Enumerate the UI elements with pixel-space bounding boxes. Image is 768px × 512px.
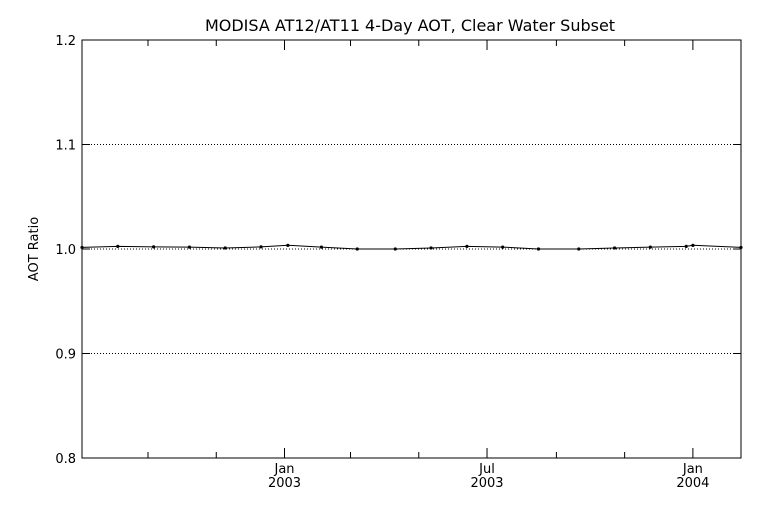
y-tick-label-0: 0.8 — [55, 452, 76, 467]
data-point-6 — [286, 243, 290, 247]
chart-title: MODISA AT12/AT11 4-Day AOT, Clear Water … — [205, 16, 615, 35]
data-point-4 — [223, 246, 227, 250]
x-tick-year-0: 2003 — [268, 476, 301, 491]
data-point-11 — [465, 244, 469, 248]
y-ticks: 0.8 0.9 1.0 1.1 1.2 — [55, 34, 741, 467]
y-tick-label-1: 0.9 — [55, 348, 76, 363]
x-tick-month-2: Jan — [682, 462, 703, 477]
data-point-12 — [501, 245, 505, 249]
y-tick-label-4: 1.2 — [55, 34, 76, 49]
series-group — [80, 243, 743, 251]
grid-lines — [82, 144, 741, 354]
data-point-16 — [648, 245, 652, 249]
x-tick-year-2: 2004 — [676, 476, 709, 491]
data-point-15 — [612, 246, 617, 250]
data-point-10 — [429, 246, 433, 250]
data-point-5 — [259, 245, 263, 249]
data-point-3 — [187, 245, 192, 249]
data-point-13 — [536, 247, 541, 251]
x-tick-month-1: Jul — [478, 462, 495, 477]
data-point-17 — [684, 244, 688, 248]
x-tick-year-1: 2003 — [470, 476, 503, 491]
y-tick-label-3: 1.1 — [55, 139, 76, 154]
data-point-14 — [577, 247, 581, 251]
x-tick-month-0: Jan — [273, 462, 294, 477]
data-point-2 — [152, 245, 156, 249]
y-axis-label: AOT Ratio — [27, 217, 42, 281]
data-point-8 — [355, 247, 359, 251]
data-point-7 — [319, 245, 324, 249]
series-line-0 — [81, 244, 742, 250]
y-tick-label-2: 1.0 — [55, 243, 76, 258]
data-point-18 — [691, 243, 695, 247]
data-point-1 — [116, 244, 120, 248]
data-point-9 — [393, 247, 397, 251]
